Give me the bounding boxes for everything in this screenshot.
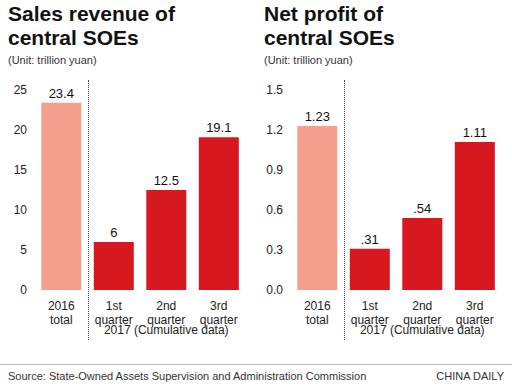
- svg-text:.31: .31: [361, 232, 379, 247]
- html-text:2017 (Cumulative data): 2017 (Cumulative data): [103, 323, 229, 337]
- html-text:Source: State-Owned Assets Sup: Source: State-Owned Assets Supervision a…: [8, 370, 367, 382]
- svg-text:12.5: 12.5: [154, 173, 179, 188]
- svg-text:3rd: 3rd: [466, 299, 483, 313]
- svg-text:0: 0: [20, 283, 27, 297]
- svg-text:0.6: 0.6: [266, 203, 283, 217]
- svg-text:0.3: 0.3: [266, 243, 283, 257]
- svg-text:5: 5: [20, 243, 27, 257]
- svg-text:quarter: quarter: [199, 313, 238, 327]
- svg-text:2016: 2016: [48, 299, 75, 313]
- html-text:(Unit: trillion yuan): (Unit: trillion yuan): [8, 54, 97, 66]
- svg-text:0.9: 0.9: [266, 163, 283, 177]
- svg-text:10: 10: [14, 203, 28, 217]
- svg-text:1.11: 1.11: [463, 125, 487, 140]
- html-text:CHINA DAILY: CHINA DAILY: [436, 370, 504, 382]
- svg-text:.54: .54: [413, 201, 431, 216]
- html-text:Net profit of central SOEs: Net profit of central SOEs: [264, 2, 395, 49]
- svg-text:1st: 1st: [106, 299, 123, 313]
- svg-text:20: 20: [14, 123, 28, 137]
- svg-text:3rd: 3rd: [210, 299, 227, 313]
- svg-text:0.0: 0.0: [266, 283, 283, 297]
- svg-text:quarter: quarter: [455, 313, 494, 327]
- svg-text:2016: 2016: [304, 299, 331, 313]
- svg-text:2nd: 2nd: [156, 299, 176, 313]
- svg-text:quarter: quarter: [94, 313, 133, 327]
- html-text:Sales revenue of central SOEs: Sales revenue of central SOEs: [8, 2, 175, 49]
- svg-text:quarter: quarter: [350, 313, 389, 327]
- svg-text:quarter: quarter: [147, 313, 186, 327]
- svg-text:1.5: 1.5: [266, 83, 283, 97]
- svg-text:19.1: 19.1: [206, 120, 231, 135]
- svg-text:total: total: [306, 313, 329, 327]
- html-text:2017 (Cumulative data): 2017 (Cumulative data): [359, 323, 485, 337]
- svg-text:1st: 1st: [362, 299, 379, 313]
- svg-text:1.2: 1.2: [266, 123, 283, 137]
- svg-text:23.4: 23.4: [49, 86, 74, 101]
- svg-text:quarter: quarter: [403, 313, 442, 327]
- svg-text:25: 25: [14, 83, 28, 97]
- svg-text:1.23: 1.23: [305, 109, 330, 124]
- svg-text:15: 15: [14, 163, 28, 177]
- svg-text:6: 6: [110, 225, 117, 240]
- svg-text:2nd: 2nd: [412, 299, 432, 313]
- html-text:(Unit: trillion yuan): (Unit: trillion yuan): [264, 54, 353, 66]
- svg-text:total: total: [50, 313, 73, 327]
